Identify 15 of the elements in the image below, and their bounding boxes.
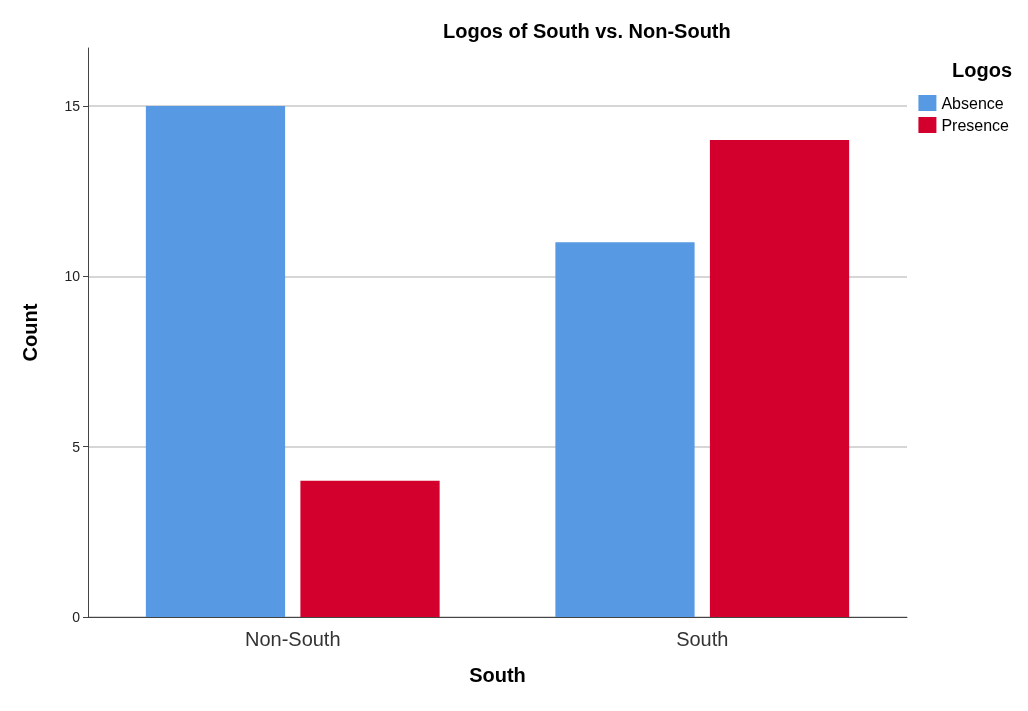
y-tick-label: 5 xyxy=(72,438,81,455)
bar xyxy=(555,242,695,617)
legend-label: Presence xyxy=(941,116,1010,134)
bar xyxy=(300,480,440,617)
y-tick-label: 0 xyxy=(72,609,81,625)
bar xyxy=(145,105,286,617)
y-axis-title: Count xyxy=(19,303,41,362)
legend-title: Logos xyxy=(952,59,1013,81)
bar xyxy=(709,139,850,617)
chart-title: Logos of South vs. Non-South xyxy=(443,20,731,42)
legend-label: Absence xyxy=(941,94,1004,112)
y-tick-label: 10 xyxy=(64,268,81,285)
x-tick-label: Non-South xyxy=(244,628,341,650)
y-tick-label: 15 xyxy=(64,97,81,114)
x-axis-title: South xyxy=(469,664,526,686)
